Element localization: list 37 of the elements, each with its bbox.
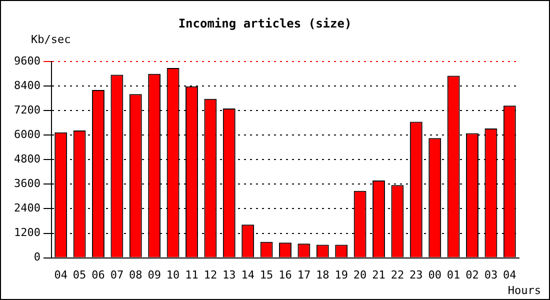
x-tick-label: 02 (466, 268, 479, 282)
x-tick-label: 03 (484, 268, 498, 282)
x-tick-label: 21 (372, 268, 386, 282)
x-tick-label: 17 (297, 268, 311, 282)
x-tick-label: 04 (54, 268, 68, 282)
x-tick-label: 22 (390, 268, 404, 282)
y-tick-label: 7200 (14, 103, 40, 116)
x-tick-label: 10 (166, 268, 180, 282)
chart-title: Incoming articles (size) (178, 16, 352, 30)
x-tick-label: 04 (503, 268, 517, 282)
y-tick-label: 3600 (14, 177, 40, 190)
y-tick-label: 0 (34, 250, 40, 264)
x-axis-title: Hours (508, 284, 541, 297)
y-tick-label: 2400 (14, 202, 40, 215)
x-tick-label: 13 (222, 268, 236, 282)
x-tick-label: 06 (92, 268, 105, 282)
x-tick-label: 00 (428, 268, 442, 282)
x-tick-label: 16 (278, 268, 292, 282)
y-tick-label: 6000 (14, 128, 40, 141)
y-tick-label: 1200 (14, 226, 40, 240)
x-tick-label: 18 (316, 268, 330, 282)
y-tick-label: 8400 (14, 78, 40, 92)
x-tick-label: 12 (204, 268, 218, 282)
x-tick-label: 08 (129, 268, 142, 282)
x-tick-label: 15 (260, 268, 274, 282)
y-tick-label: 4800 (14, 152, 40, 166)
y-axis-title: Kb/sec (31, 33, 71, 46)
x-tick-label: 23 (410, 268, 423, 282)
x-tick-label: 07 (110, 268, 124, 282)
x-tick-label: 14 (241, 268, 255, 282)
x-tick-label: 05 (72, 268, 86, 282)
x-tick-label: 11 (185, 268, 198, 282)
x-tick-label: 19 (334, 268, 348, 282)
x-tick-label: 20 (353, 268, 367, 282)
y-tick-label: 9600 (14, 54, 40, 68)
x-tick-label: 01 (446, 268, 460, 282)
x-tick-label: 09 (148, 268, 161, 282)
